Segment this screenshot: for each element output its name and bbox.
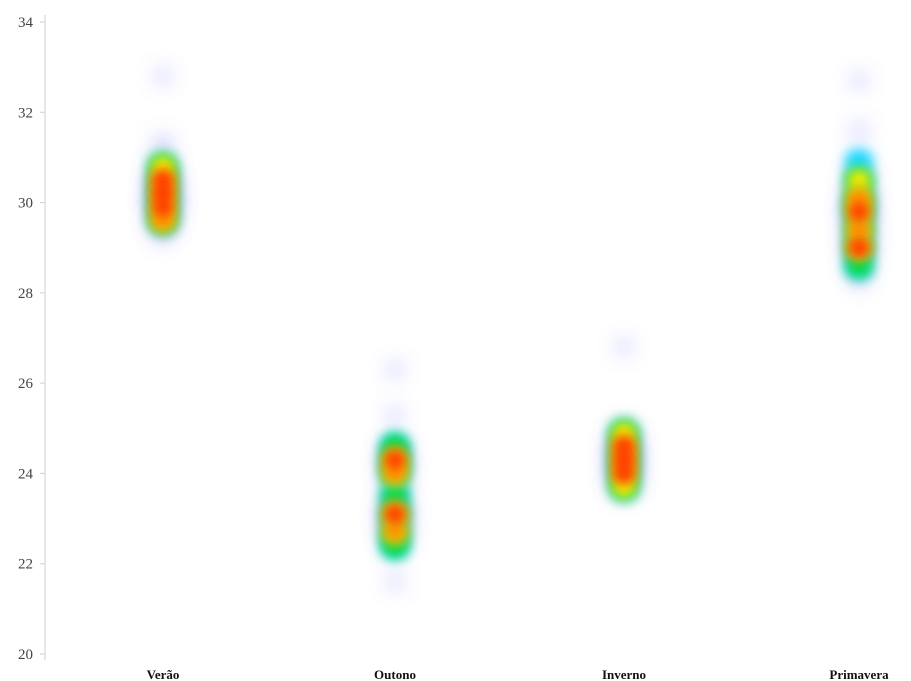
heat-point: [615, 464, 633, 483]
heat-point: [154, 184, 172, 203]
heat-point: [848, 219, 870, 240]
heat-point: [615, 450, 633, 469]
heat-point: [847, 169, 871, 191]
x-category-label: Inverno: [602, 667, 646, 681]
heat-point: [154, 198, 172, 217]
heat-point: [845, 148, 873, 175]
heat-point: [850, 202, 868, 221]
heat-column-outono: [377, 360, 413, 592]
heat-point: [154, 171, 172, 189]
y-tick-label: 34: [18, 15, 34, 31]
heat-point: [848, 71, 870, 91]
y-tick-label: 20: [18, 647, 33, 663]
heat-point: [850, 238, 868, 257]
heat-column-verão: [145, 66, 181, 245]
y-tick-label: 22: [18, 557, 33, 573]
label-layer: Verão Outono Inverno Primavera: [147, 667, 889, 681]
x-category-label: Verão: [147, 667, 180, 681]
y-tick-label: 28: [18, 286, 33, 302]
y-tick-label: 26: [18, 376, 34, 392]
y-tick-label: 30: [18, 196, 33, 212]
axis-layer: 20 22 24 26 28 30 32 34: [18, 15, 46, 663]
heat-point: [615, 437, 633, 456]
heat-column-primavera: [841, 71, 877, 290]
heat-point: [384, 463, 406, 484]
heat-point: [848, 120, 870, 141]
heat-point: [152, 210, 174, 231]
heat-point: [386, 505, 404, 524]
heat-point: [382, 484, 408, 508]
heat-layer: [145, 66, 877, 592]
heat-point: [386, 450, 404, 469]
heat-point: [384, 522, 406, 543]
heat-point: [152, 66, 174, 86]
heat-point: [384, 360, 406, 380]
heat-point: [384, 572, 406, 592]
heat-point: [151, 133, 175, 155]
heat-point: [384, 405, 406, 425]
heat-column-inverno: [606, 337, 642, 501]
x-category-label: Outono: [374, 667, 416, 681]
heat-point: [613, 337, 635, 357]
heat-point: [846, 253, 872, 278]
y-tick-label: 32: [18, 105, 33, 121]
y-tick-label: 24: [18, 466, 34, 482]
x-category-label: Primavera: [829, 667, 889, 681]
